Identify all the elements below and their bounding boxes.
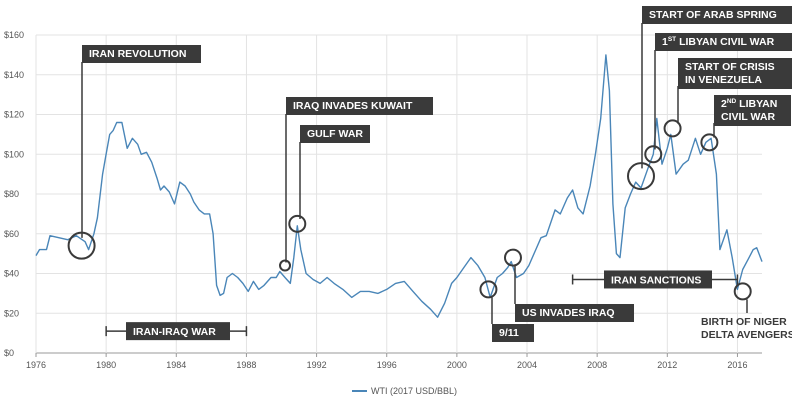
annotation-ordinal-suffix: ND bbox=[727, 98, 737, 105]
annotation-label: CIVIL WAR bbox=[721, 111, 775, 123]
y-tick-label: $0 bbox=[4, 348, 14, 358]
range-box bbox=[604, 270, 712, 289]
annotation-box bbox=[655, 33, 792, 51]
x-tick-label: 2012 bbox=[657, 360, 677, 370]
annotation-label: 9/11 bbox=[499, 327, 519, 339]
annotation-label: IRAN REVOLUTION bbox=[89, 48, 186, 60]
annotation-label: BIRTH OF NIGER bbox=[701, 316, 787, 328]
annotation-nine-eleven: 9/11 bbox=[479, 280, 534, 342]
annotation-box bbox=[642, 6, 792, 24]
y-tick-label: $120 bbox=[4, 110, 24, 120]
annotation-label: US INVADES IRAQ bbox=[522, 307, 615, 319]
y-tick-label: $100 bbox=[4, 149, 24, 159]
annotation-box bbox=[82, 45, 201, 63]
x-tick-label: 1988 bbox=[236, 360, 256, 370]
annotation-ordinal: 1 bbox=[662, 36, 668, 48]
annotation-circle bbox=[288, 214, 307, 233]
annotation-iran-revolution: IRAN REVOLUTION bbox=[67, 45, 201, 260]
annotation-label: IN VENEZUELA bbox=[685, 74, 762, 86]
range-iran-sanctions: IRAN SANCTIONS bbox=[571, 270, 739, 289]
annotation-box bbox=[678, 58, 792, 89]
annotation-text: LIBYAN bbox=[736, 98, 777, 110]
annotation-label: 1ST LIBYAN CIVIL WAR bbox=[662, 36, 775, 48]
x-tick-label: 1992 bbox=[307, 360, 327, 370]
legend-label: WTI (2017 USD/BBL) bbox=[371, 386, 457, 396]
annotation-circle bbox=[279, 259, 292, 272]
y-tick-label: $60 bbox=[4, 229, 19, 239]
x-axis-ticks: 1976 1980 1984 1988 1992 1996 2000 2004 2008 2012… bbox=[26, 360, 747, 370]
y-axis-ticks: $0 $20 $40 $60 $80 $100 $120 $140 $160 bbox=[4, 30, 24, 358]
annotation-group: IRAN REVOLUTION IRAQ INVADES KUWAIT GULF W… bbox=[67, 6, 792, 342]
x-tick-label: 1996 bbox=[377, 360, 397, 370]
annotation-box bbox=[492, 324, 534, 342]
annotation-label: DELTA AVENGERS bbox=[701, 329, 792, 341]
series-line-wti bbox=[35, 54, 763, 318]
annotation-text: LIBYAN CIVIL WAR bbox=[676, 36, 774, 48]
range-box bbox=[126, 322, 230, 341]
annotation-gulf-war: GULF WAR bbox=[288, 125, 370, 233]
y-tick-label: $160 bbox=[4, 30, 24, 40]
y-tick-label: $40 bbox=[4, 269, 19, 279]
annotation-first-libyan-civil-war: 1ST LIBYAN CIVIL WAR bbox=[644, 33, 792, 164]
annotation-label: IRAQ INVADES KUWAIT bbox=[293, 100, 413, 112]
annotation-label: START OF ARAB SPRING bbox=[649, 9, 777, 21]
legend: WTI (2017 USD/BBL) bbox=[352, 386, 457, 396]
x-tick-label: 1980 bbox=[96, 360, 116, 370]
annotation-label: 2ND LIBYAN bbox=[721, 98, 777, 110]
annotation-label: START OF CRISIS bbox=[685, 61, 775, 73]
annotation-circle bbox=[663, 119, 682, 138]
annotation-circle bbox=[503, 248, 522, 267]
y-tick-label: $140 bbox=[4, 70, 24, 80]
annotation-circle bbox=[479, 280, 498, 299]
x-tick-label: 2008 bbox=[587, 360, 607, 370]
x-tick-label: 2000 bbox=[447, 360, 467, 370]
x-tick-label: 2004 bbox=[517, 360, 537, 370]
grid-lines bbox=[35, 34, 762, 357]
x-tick-label: 2016 bbox=[727, 360, 747, 370]
annotation-circle bbox=[700, 133, 719, 152]
annotation-box bbox=[714, 95, 791, 126]
annotation-ordinal: 2 bbox=[721, 98, 727, 110]
annotation-circle bbox=[627, 162, 655, 191]
annotation-box bbox=[300, 125, 370, 143]
annotation-circle bbox=[644, 145, 663, 164]
annotation-ordinal-suffix: ST bbox=[668, 36, 676, 43]
y-tick-label: $80 bbox=[4, 189, 19, 199]
annotation-circle bbox=[67, 231, 96, 260]
annotation-box bbox=[515, 304, 634, 322]
x-tick-label: 1984 bbox=[166, 360, 186, 370]
annotation-start-arab-spring: START OF ARAB SPRING bbox=[627, 6, 792, 191]
annotation-circle bbox=[733, 282, 752, 301]
annotation-label: GULF WAR bbox=[307, 128, 363, 140]
range-label: IRAN-IRAQ WAR bbox=[133, 326, 216, 338]
series-group bbox=[35, 54, 763, 318]
x-tick-label: 1976 bbox=[26, 360, 46, 370]
annotation-iraq-invades-kuwait: IRAQ INVADES KUWAIT bbox=[279, 97, 433, 272]
range-iran-iraq-war: IRAN-IRAQ WAR bbox=[105, 322, 248, 341]
annotation-box bbox=[286, 97, 433, 115]
annotation-us-invades-iraq: US INVADES IRAQ bbox=[503, 248, 634, 322]
y-tick-label: $20 bbox=[4, 308, 19, 318]
range-label: IRAN SANCTIONS bbox=[611, 274, 701, 286]
